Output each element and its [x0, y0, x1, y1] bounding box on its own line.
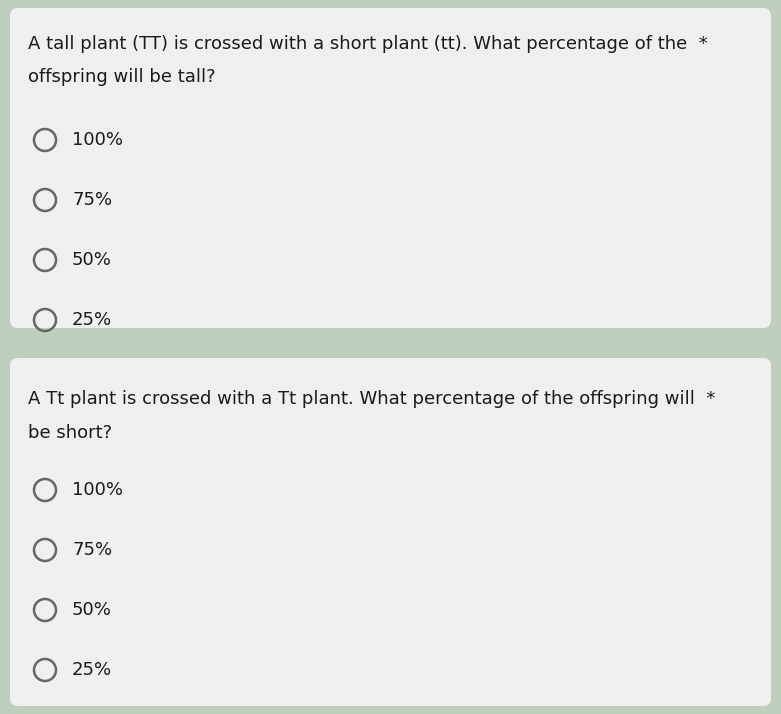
Text: 75%: 75%: [72, 541, 112, 559]
Text: offspring will be tall?: offspring will be tall?: [28, 68, 216, 86]
FancyBboxPatch shape: [10, 358, 771, 706]
Text: 25%: 25%: [72, 661, 112, 679]
Text: A Tt plant is crossed with a Tt plant. What percentage of the offspring will  *: A Tt plant is crossed with a Tt plant. W…: [28, 390, 715, 408]
FancyBboxPatch shape: [10, 8, 771, 328]
Text: A tall plant (TT) is crossed with a short plant (tt). What percentage of the  *: A tall plant (TT) is crossed with a shor…: [28, 35, 708, 53]
Text: be short?: be short?: [28, 424, 112, 442]
Text: 25%: 25%: [72, 311, 112, 329]
Text: 75%: 75%: [72, 191, 112, 209]
Text: 100%: 100%: [72, 131, 123, 149]
Text: 50%: 50%: [72, 601, 112, 619]
Text: 100%: 100%: [72, 481, 123, 499]
Text: 50%: 50%: [72, 251, 112, 269]
